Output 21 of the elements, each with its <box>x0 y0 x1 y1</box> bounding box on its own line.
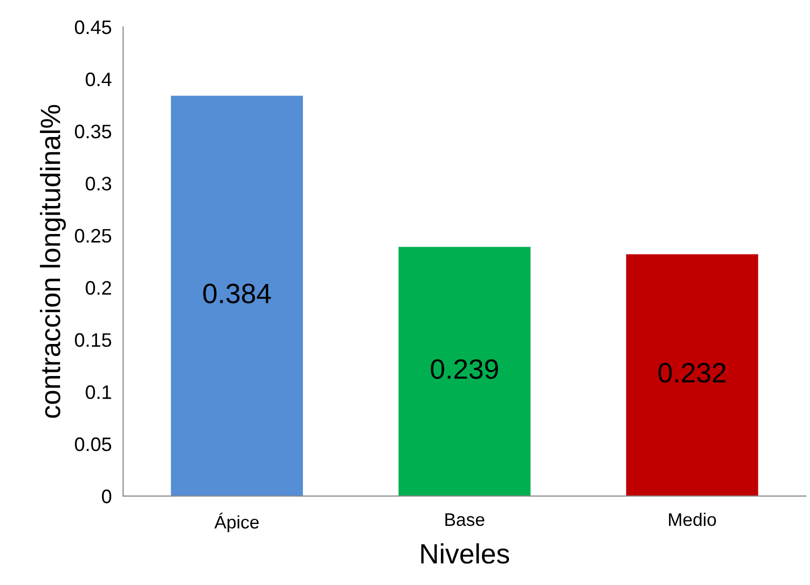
y-tick-label: 0.25 <box>74 228 112 243</box>
bar <box>626 254 758 496</box>
bar <box>170 96 303 496</box>
y-tick-label: 0.1 <box>86 385 112 400</box>
data-label: 0.384 <box>203 284 271 304</box>
data-label: 0.239 <box>430 359 498 379</box>
y-tick-label: 0.3 <box>86 176 112 191</box>
data-label: 0.232 <box>658 362 726 383</box>
x-tick-label: Medio <box>669 512 716 526</box>
y-tick-label: 0.05 <box>74 437 112 452</box>
x-axis-title: Niveles <box>421 543 510 564</box>
y-tick-label: 0.2 <box>86 281 112 295</box>
y-tick-label: 0.4 <box>86 72 112 86</box>
x-tick-label: Ápice <box>214 512 259 532</box>
y-tick-label: 0 <box>102 490 112 504</box>
y-tick-label: 0.45 <box>74 20 112 34</box>
bar <box>398 246 531 496</box>
x-tick-label: Base <box>445 513 484 526</box>
y-tick-label: 0.35 <box>74 124 112 138</box>
y-axis-title: contraccion longitudinal% <box>40 104 66 418</box>
y-tick-label: 0.15 <box>74 333 112 347</box>
